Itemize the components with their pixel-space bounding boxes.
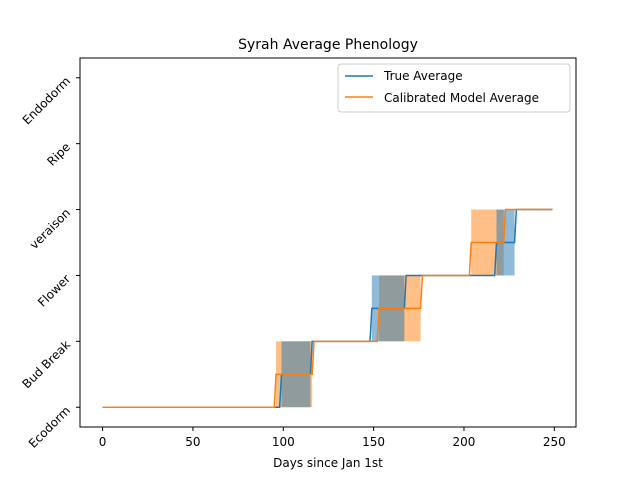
x-tick-label: 50 bbox=[185, 435, 200, 449]
y-tick-label: Ecodorm bbox=[26, 403, 73, 450]
series-lines bbox=[102, 208, 553, 408]
plot-frame bbox=[79, 57, 577, 428]
x-axis-label: Days since Jan 1st bbox=[273, 456, 383, 470]
legend-label-true-average: True Average bbox=[383, 69, 463, 83]
y-tick-label: Endodorm bbox=[20, 74, 73, 127]
line-calibrated-model-average bbox=[102, 208, 553, 408]
x-axis-ticks: 0 50 100 150 200 250 bbox=[99, 427, 566, 449]
x-tick-label: 0 bbox=[99, 435, 107, 449]
y-tick-label: Bud Break bbox=[19, 338, 73, 392]
x-tick-label: 100 bbox=[272, 435, 295, 449]
x-tick-label: 150 bbox=[362, 435, 385, 449]
y-tick-label: veraison bbox=[27, 206, 73, 252]
x-tick-label: 250 bbox=[543, 435, 566, 449]
y-tick-label: Ripe bbox=[44, 140, 73, 169]
legend: True Average Calibrated Model Average bbox=[337, 63, 571, 113]
legend-label-calibrated-model-average: Calibrated Model Average bbox=[384, 91, 539, 105]
x-tick-label: 200 bbox=[453, 435, 476, 449]
legend-box bbox=[337, 63, 571, 113]
chart-title: Syrah Average Phenology bbox=[238, 37, 418, 53]
y-axis-ticks: Ecodorm Bud Break Flower veraison Ripe Endodo… bbox=[19, 74, 80, 451]
y-tick-label: Flower bbox=[35, 272, 73, 310]
